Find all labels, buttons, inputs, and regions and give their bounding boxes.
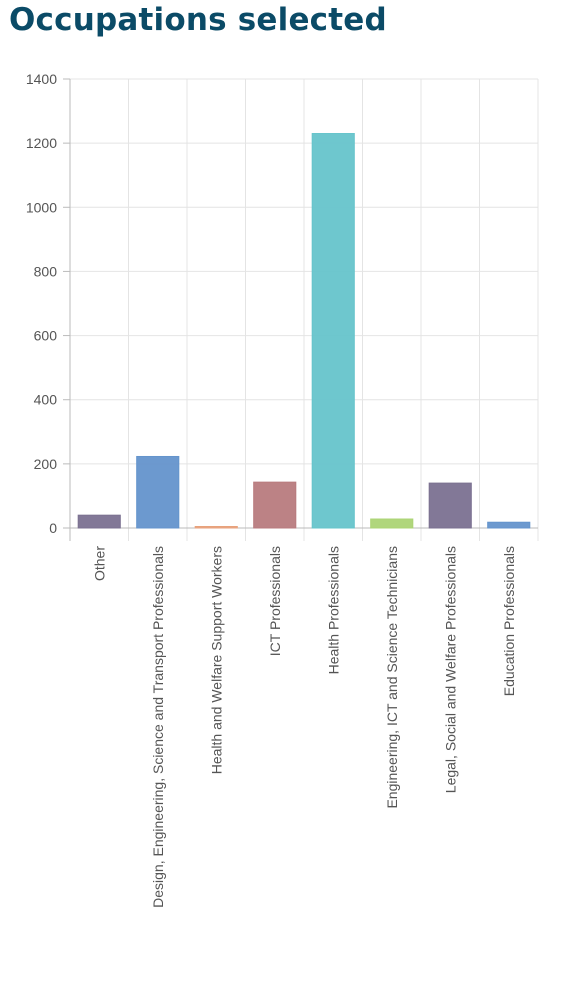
axes: [63, 78, 538, 541]
y-tick-label: 1200: [26, 135, 57, 151]
x-tick-labels: Other Design, Engineering, Science and Tr…: [91, 546, 517, 908]
bars: [77, 133, 531, 529]
y-tick-label: 600: [34, 328, 58, 344]
x-tick-label: Design, Engineering, Science and Transpo…: [150, 546, 166, 908]
bar-7[interactable]: [428, 482, 472, 529]
y-tick-labels: 0 200 400 600 800 1000 1200 1400: [26, 71, 57, 536]
y-tick-label: 1000: [26, 199, 57, 215]
bar-6[interactable]: [370, 518, 414, 529]
x-tick-label: Legal, Social and Welfare Professionals: [442, 546, 458, 793]
bar-2[interactable]: [136, 455, 180, 529]
x-tick-label: ICT Professionals: [267, 546, 283, 656]
y-tick-label: 0: [49, 520, 57, 536]
grid-lines: [70, 78, 539, 541]
x-tick-label: Other: [91, 546, 107, 581]
bar-4[interactable]: [253, 481, 297, 529]
bar-5[interactable]: [311, 133, 355, 529]
x-tick-label: Health and Welfare Support Workers: [208, 546, 224, 774]
x-tick-label: Health Professionals: [325, 546, 341, 674]
y-tick-label: 400: [34, 392, 58, 408]
bar-1[interactable]: [77, 514, 121, 529]
page-title: Occupations selected: [9, 2, 387, 38]
x-tick-label: Engineering, ICT and Science Technicians: [384, 546, 400, 809]
y-tick-label: 1400: [26, 71, 57, 87]
x-tick-label: Education Professionals: [501, 546, 517, 696]
y-tick-label: 200: [34, 456, 58, 472]
bar-8[interactable]: [487, 521, 531, 529]
bar-3[interactable]: [194, 526, 238, 529]
y-tick-label: 800: [34, 263, 58, 279]
